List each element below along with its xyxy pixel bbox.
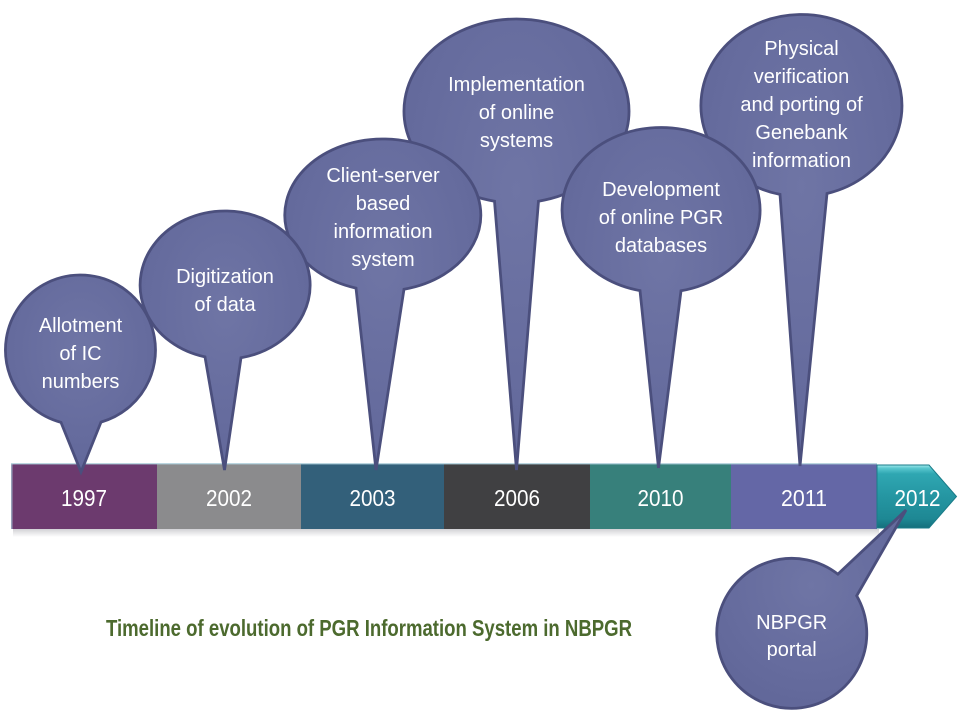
svg-text:2006: 2006 [494, 485, 540, 511]
svg-text:information: information [334, 221, 433, 243]
svg-text:systems: systems [480, 130, 553, 152]
svg-text:2011: 2011 [781, 485, 827, 511]
svg-text:Genebank: Genebank [755, 122, 848, 144]
svg-text:databases: databases [615, 235, 707, 257]
svg-text:2002: 2002 [206, 485, 252, 511]
svg-text:of IC: of IC [59, 343, 101, 365]
svg-text:Implementation: Implementation [448, 74, 585, 96]
svg-text:information: information [752, 150, 851, 172]
svg-text:portal: portal [767, 639, 817, 661]
svg-text:Timeline of evolution of PGR I: Timeline of evolution of PGR Information… [106, 615, 632, 641]
svg-text:Development: Development [602, 179, 720, 201]
svg-text:of online PGR: of online PGR [599, 207, 724, 229]
svg-text:Digitization: Digitization [176, 266, 274, 288]
svg-text:NBPGR: NBPGR [756, 612, 827, 634]
svg-text:1997: 1997 [61, 485, 107, 511]
svg-text:system: system [351, 249, 414, 271]
svg-text:and porting of: and porting of [740, 94, 863, 116]
svg-text:Allotment: Allotment [39, 315, 123, 337]
svg-text:numbers: numbers [42, 371, 120, 393]
svg-text:verification: verification [754, 66, 850, 88]
svg-text:2012: 2012 [895, 485, 941, 511]
svg-text:2010: 2010 [638, 485, 684, 511]
svg-text:Client-server: Client-server [326, 165, 440, 187]
svg-text:of data: of data [194, 294, 256, 316]
svg-text:of online: of online [479, 102, 555, 124]
svg-text:2003: 2003 [350, 485, 396, 511]
svg-text:based: based [356, 193, 411, 215]
svg-text:Physical: Physical [764, 38, 838, 60]
